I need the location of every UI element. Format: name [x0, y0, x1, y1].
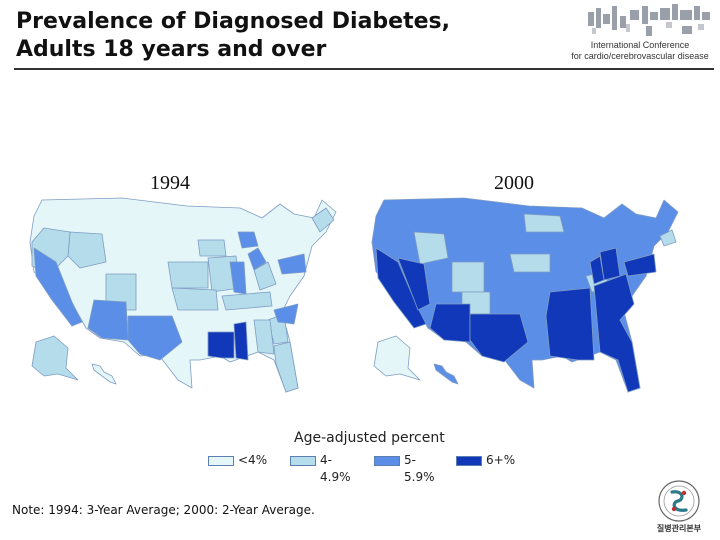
- kcdc-seal-logo: 질병관리본부: [657, 480, 702, 533]
- title-divider: [14, 68, 714, 70]
- legend-swatch: [374, 456, 400, 466]
- legend-swatch: [290, 456, 316, 466]
- us-map-1994: [29, 197, 337, 393]
- map-year-1994: 1994: [150, 172, 190, 194]
- title-line-1: Prevalence of Diagnosed Diabetes,: [16, 9, 450, 34]
- footnote: Note: 1994: 3-Year Average; 2000: 2-Year…: [12, 503, 315, 517]
- legend-label: 4- 4.9%: [320, 453, 351, 484]
- conference-line-1: International Conference: [590, 40, 690, 50]
- conference-name: International Conference for cardio/cere…: [560, 40, 720, 62]
- legend-caption: Age-adjusted percent: [294, 430, 445, 446]
- legend-swatch: [456, 456, 482, 466]
- legend-label: 5- 5.9%: [404, 453, 435, 484]
- title-line-2: Adults 18 years and over: [16, 37, 327, 62]
- legend-label: 6+%: [486, 453, 516, 467]
- us-map-2000: [371, 197, 679, 393]
- world-map-logo: [588, 4, 710, 36]
- map-year-2000: 2000: [494, 172, 534, 194]
- legend-swatch: [208, 456, 234, 466]
- logo-text: 질병관리본부: [657, 523, 702, 533]
- legend-label: <4%: [238, 453, 268, 467]
- conference-line-2: for cardio/cerebrovascular disease: [571, 51, 709, 61]
- page-title: Prevalence of Diagnosed Diabetes, Adults…: [16, 8, 450, 64]
